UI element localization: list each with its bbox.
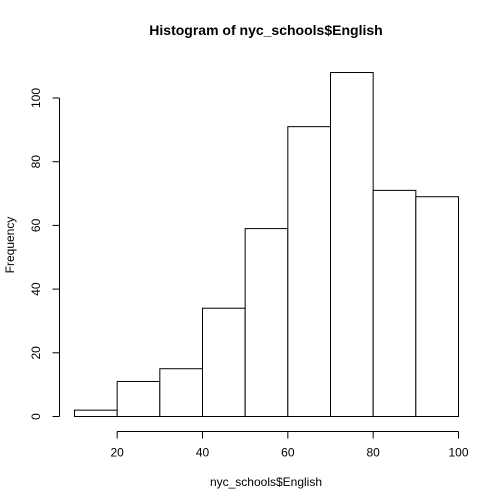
bars-group <box>74 72 460 418</box>
y-tick-label-0: 0 <box>29 413 43 420</box>
histogram-bar-80-90 <box>372 189 417 417</box>
x-axis-label: nyc_schools$English <box>210 475 322 489</box>
x-tick-label-40: 40 <box>196 446 210 460</box>
y-tick-label-100: 100 <box>29 88 43 108</box>
y-tick-label-40: 40 <box>29 282 43 296</box>
histogram-bar-50-60 <box>244 228 289 417</box>
x-tick-label-100: 100 <box>448 446 468 460</box>
histogram-bar-30-40 <box>159 368 203 418</box>
histogram-bar-10-20 <box>74 409 118 418</box>
x-axis: 20 40 60 80 100 <box>110 431 469 460</box>
x-tick-label-60: 60 <box>281 446 295 460</box>
chart-title: Histogram of nyc_schools$English <box>149 22 382 38</box>
y-tick-label-20: 20 <box>29 346 43 360</box>
x-tick-label-20: 20 <box>110 446 124 460</box>
histogram-bar-60-70 <box>287 126 332 417</box>
histogram-bar-90-100 <box>415 196 460 417</box>
y-axis: 0 20 40 60 80 100 <box>29 88 60 420</box>
histogram-bar-20-30 <box>116 380 161 417</box>
y-tick-label-80: 80 <box>29 155 43 169</box>
x-tick-label-80: 80 <box>366 446 380 460</box>
y-axis-label: Frequency <box>3 217 17 274</box>
histogram-bar-70-80 <box>330 72 374 418</box>
y-tick-label-60: 60 <box>29 218 43 232</box>
histogram-bar-40-50 <box>202 307 246 417</box>
